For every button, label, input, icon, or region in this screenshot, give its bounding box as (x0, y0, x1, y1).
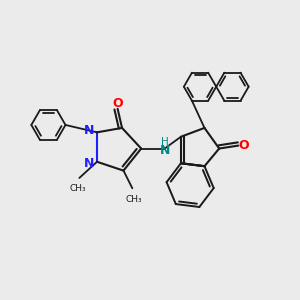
Text: N: N (84, 124, 94, 137)
Text: N: N (84, 157, 94, 170)
Text: CH₃: CH₃ (70, 184, 86, 194)
Text: H: H (161, 137, 169, 147)
Text: O: O (112, 97, 123, 110)
Text: CH₃: CH₃ (125, 195, 142, 204)
Text: O: O (238, 139, 249, 152)
Text: N: N (160, 144, 170, 158)
